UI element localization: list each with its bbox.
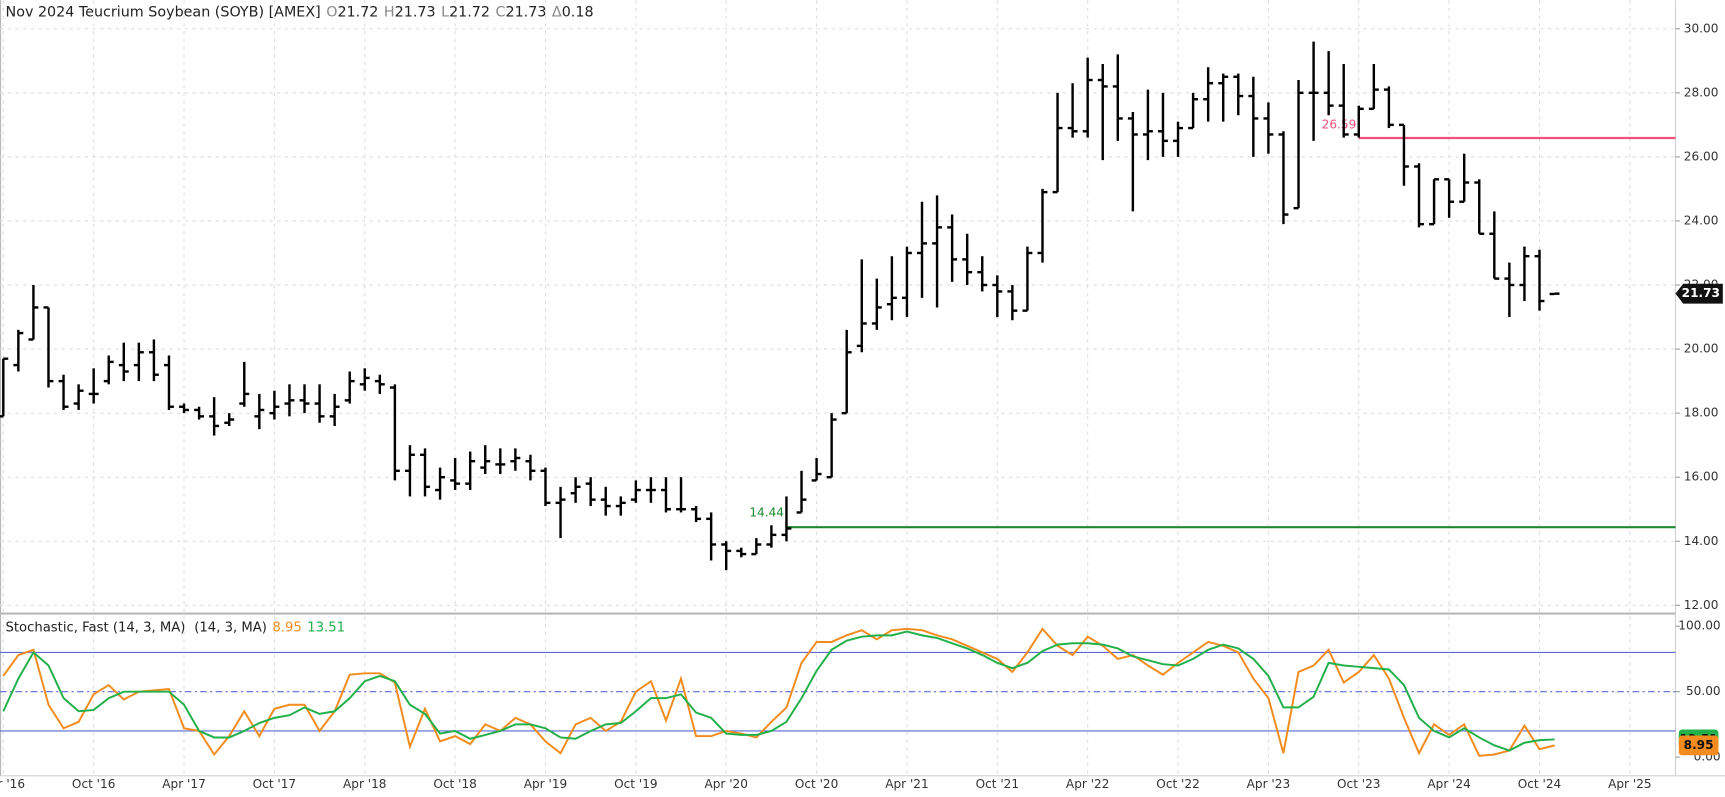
quote-value: 21.72 xyxy=(337,4,378,20)
x-tick-label: Oct '22 xyxy=(1156,777,1199,791)
x-tick-label: Oct '16 xyxy=(72,777,115,791)
quote-label: L xyxy=(441,4,449,20)
y-tick-label: 16.00 xyxy=(1684,470,1719,484)
x-tick-label: Oct '17 xyxy=(253,777,296,791)
x-tick-label: Oct '20 xyxy=(795,777,838,791)
last-price-tag xyxy=(1675,283,1723,304)
indicator-title: Stochastic, Fast (14, 3, MA) xyxy=(6,620,186,635)
level-label: 14.44 xyxy=(749,505,784,519)
x-tick-label: Apr '24 xyxy=(1427,777,1471,791)
x-tick-label: Apr '19 xyxy=(524,777,567,791)
last-price-label: 21.73 xyxy=(1682,286,1720,300)
y-tick-label: 24.00 xyxy=(1684,213,1719,227)
x-tick-label: Oct '19 xyxy=(614,777,657,791)
x-tick-label: Apr '25 xyxy=(1608,777,1651,791)
stoch-value-tag xyxy=(1678,735,1719,756)
quote-value: 21.72 xyxy=(449,4,490,20)
x-tick-label: Apr '18 xyxy=(343,777,386,791)
indicator-header: Stochastic, Fast (14, 3, MA) (14, 3, MA) 8… xyxy=(6,620,346,635)
x-tick-label: Oct '24 xyxy=(1518,777,1562,791)
x-tick-label: Apr '21 xyxy=(885,777,928,791)
quote-header: Nov 2024 Teucrium Soybean (SOYB) [AMEX] O… xyxy=(6,4,594,20)
quote-value: 21.73 xyxy=(505,4,546,20)
quote-value: 0.18 xyxy=(562,4,594,20)
stoch-line xyxy=(2,627,1555,757)
indicator-value: 8.95 xyxy=(272,620,301,635)
x-tick-label: Apr '22 xyxy=(1066,777,1109,791)
quote-label: H xyxy=(384,4,395,20)
y-tick-label: 12.00 xyxy=(1684,598,1719,612)
quote-label: Δ xyxy=(552,4,562,20)
x-tick-label: Oct '23 xyxy=(1337,777,1380,791)
y-tick-label: 28.00 xyxy=(1684,85,1719,99)
y-tick-label: 20.00 xyxy=(1684,342,1719,356)
y-tick-label: 100.00 xyxy=(1678,619,1720,633)
instrument-title: Nov 2024 Teucrium Soybean (SOYB) [AMEX] xyxy=(6,4,321,20)
quote-label: O xyxy=(326,4,337,20)
y-tick-label: 14.00 xyxy=(1684,534,1719,548)
y-tick-label: 18.00 xyxy=(1684,406,1719,420)
x-tick-label: Oct '18 xyxy=(433,777,476,791)
level-label: 26.59 xyxy=(1322,117,1357,131)
y-tick-label: 50.00 xyxy=(1686,684,1721,698)
y-tick-label: 30.00 xyxy=(1684,21,1719,35)
indicator-value: 13.51 xyxy=(307,620,345,635)
x-tick-label: Apr '20 xyxy=(704,777,747,791)
indicator-params: (14, 3, MA) xyxy=(194,620,267,635)
x-tick-label: Apr '17 xyxy=(162,777,205,791)
quote-value: 21.73 xyxy=(395,4,436,20)
y-tick-label: 26.00 xyxy=(1684,149,1719,163)
stoch-value-label: 8.95 xyxy=(1684,738,1714,752)
stoch-line xyxy=(2,630,1555,752)
x-tick-label: Apr '16 xyxy=(0,777,25,791)
x-tick-label: Oct '21 xyxy=(976,777,1019,791)
x-tick-label: Apr '23 xyxy=(1247,777,1290,791)
quote-label: C xyxy=(496,4,506,20)
